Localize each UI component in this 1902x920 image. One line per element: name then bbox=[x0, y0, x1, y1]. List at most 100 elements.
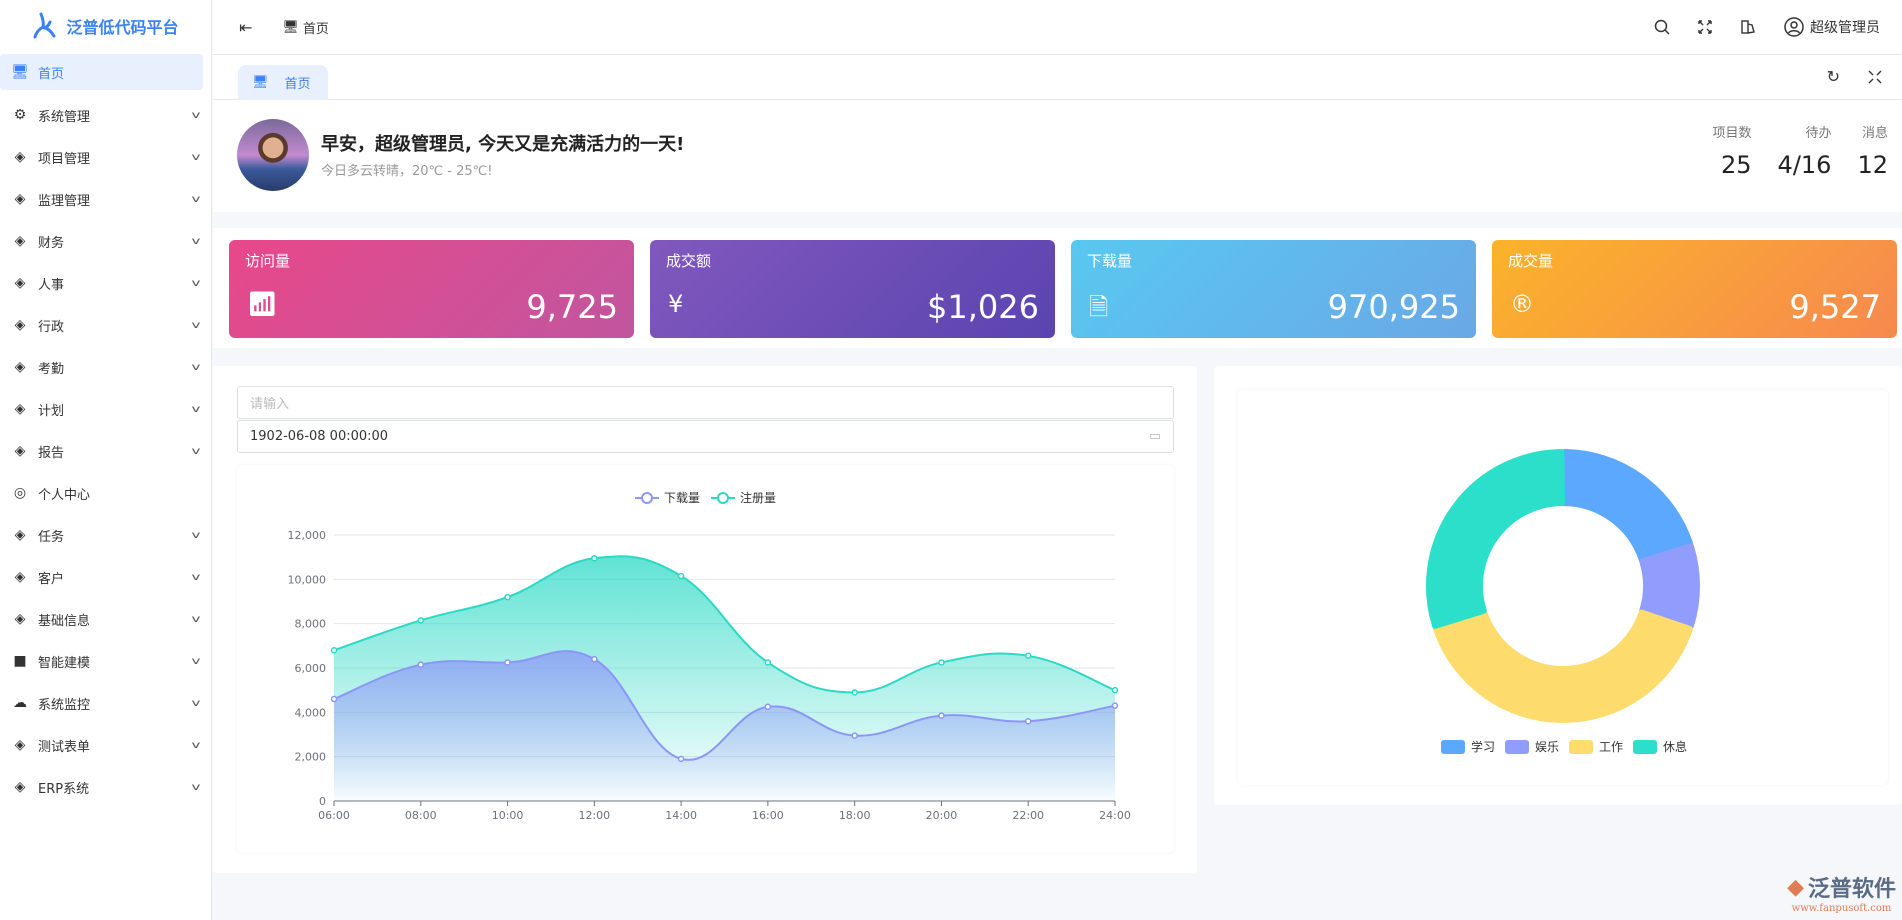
sidebar-item[interactable]: ◈ 考勤 v bbox=[0, 346, 211, 388]
donut-slice[interactable] bbox=[1639, 543, 1700, 629]
legend-marker[interactable] bbox=[717, 492, 729, 504]
app-logo[interactable]: 泛普低代码平台 bbox=[0, 0, 211, 52]
breadcrumb[interactable]: 🖥 首页 bbox=[282, 18, 329, 37]
theme-icon[interactable] bbox=[1740, 19, 1756, 35]
chevron-down-icon[interactable]: v bbox=[191, 697, 201, 709]
sidebar-item[interactable]: ◎ 个人中心 bbox=[0, 472, 211, 514]
data-point[interactable] bbox=[504, 593, 511, 601]
sidebar-item[interactable]: ⚙ 系统管理 v bbox=[0, 94, 211, 136]
data-point[interactable] bbox=[677, 755, 685, 763]
chevron-down-icon[interactable]: v bbox=[191, 655, 201, 667]
chevron-down-icon[interactable]: v bbox=[191, 445, 201, 457]
sidebar-item[interactable]: ◈ 报告 v bbox=[0, 430, 211, 472]
tab-home[interactable]: 🖥 首页 bbox=[238, 65, 328, 100]
legend-label[interactable]: 下载量 bbox=[664, 491, 700, 505]
card-revenue[interactable]: 成交额 ¥ $1,026 bbox=[650, 240, 1055, 338]
data-point[interactable] bbox=[330, 695, 338, 703]
sidebar-item-label: 考勤 bbox=[38, 361, 65, 377]
data-point[interactable] bbox=[1024, 717, 1032, 725]
card-title: 访问量 bbox=[245, 252, 291, 270]
bar-chart-icon: 📶︎ bbox=[247, 290, 278, 318]
sidebar-item[interactable]: ◈ 行政 v bbox=[0, 304, 211, 346]
chevron-down-icon[interactable]: v bbox=[191, 361, 201, 373]
data-point[interactable] bbox=[1111, 702, 1119, 709]
watermark-url: www.fanpusoft.com bbox=[1791, 903, 1892, 914]
stat-todo[interactable]: 待办 4/16 bbox=[1778, 122, 1832, 179]
legend-swatch[interactable] bbox=[1441, 740, 1465, 754]
sidebar-item[interactable]: ◈ 计划 v bbox=[0, 388, 211, 430]
donut-slice[interactable] bbox=[1426, 449, 1566, 629]
refresh-icon[interactable]: ↻ bbox=[1826, 67, 1840, 86]
data-point[interactable] bbox=[417, 617, 425, 624]
sidebar-item[interactable]: ◈ 人事 v bbox=[0, 262, 211, 304]
layers-icon: ◈ bbox=[14, 443, 26, 459]
sidebar-item[interactable]: ☁ 系统监控 v bbox=[0, 682, 211, 724]
chevron-down-icon[interactable]: v bbox=[191, 193, 201, 205]
search-icon[interactable] bbox=[1654, 19, 1670, 35]
chevron-down-icon[interactable]: v bbox=[191, 109, 201, 121]
card-downloads[interactable]: 下载量 🗎 970,925 bbox=[1071, 240, 1476, 338]
sidebar-item[interactable]: ◈ 监理管理 v bbox=[0, 178, 211, 220]
legend-label[interactable]: 工作 bbox=[1599, 740, 1623, 754]
search-input[interactable]: 请输入 bbox=[237, 386, 1174, 419]
data-point[interactable] bbox=[764, 703, 772, 711]
chevron-down-icon[interactable]: v bbox=[191, 277, 201, 289]
legend-swatch[interactable] bbox=[1569, 740, 1593, 754]
data-point[interactable] bbox=[330, 647, 338, 654]
data-point[interactable] bbox=[591, 655, 598, 663]
data-point[interactable] bbox=[504, 659, 511, 666]
stat-projects[interactable]: 项目数 25 bbox=[1713, 122, 1752, 179]
data-point[interactable] bbox=[764, 659, 772, 666]
data-point[interactable] bbox=[1111, 686, 1119, 694]
data-point[interactable] bbox=[677, 572, 685, 580]
chevron-down-icon[interactable]: v bbox=[191, 403, 201, 415]
datetime-picker[interactable]: 1902-06-08 00:00:00 ▭ bbox=[237, 420, 1174, 453]
data-point[interactable] bbox=[851, 732, 858, 739]
fullscreen-icon[interactable] bbox=[1698, 20, 1712, 34]
legend-swatch[interactable] bbox=[1505, 740, 1529, 754]
sidebar-item[interactable]: ◈ 基础信息 v bbox=[0, 598, 211, 640]
monitor-icon: 🖥 bbox=[252, 75, 269, 90]
sidebar-item[interactable]: ◈ 项目管理 v bbox=[0, 136, 211, 178]
chevron-down-icon[interactable]: v bbox=[191, 529, 201, 541]
legend-label[interactable]: 娱乐 bbox=[1535, 740, 1559, 754]
sidebar-item[interactable]: ◈ 任务 v bbox=[0, 514, 211, 556]
sidebar-item[interactable]: ◈ 测试表单 v bbox=[0, 724, 211, 766]
series-line bbox=[333, 555, 1116, 694]
card-deals[interactable]: 成交量 ® 9,527 bbox=[1492, 240, 1897, 338]
sidebar-item[interactable]: ◈ ERP系统 v bbox=[0, 766, 211, 808]
sidebar-item[interactable]: 🖥 首页 bbox=[0, 54, 203, 90]
chevron-down-icon[interactable]: v bbox=[191, 781, 201, 793]
chevron-down-icon[interactable]: v bbox=[191, 739, 201, 751]
donut-slice[interactable] bbox=[1560, 449, 1693, 563]
stat-messages[interactable]: 消息 12 bbox=[1857, 122, 1888, 179]
watermark-brand: 泛普软件 bbox=[1807, 877, 1896, 902]
legend-marker[interactable] bbox=[641, 492, 653, 504]
legend-label[interactable]: 学习 bbox=[1471, 739, 1495, 754]
card-visits[interactable]: 访问量 📶︎ 9,725 bbox=[229, 240, 634, 338]
legend-label[interactable]: 休息 bbox=[1663, 739, 1687, 754]
welcome-panel: 早安，超级管理员, 今天又是充满活力的一天! 今日多云转晴，20℃ - 25℃!… bbox=[213, 100, 1902, 212]
data-point[interactable] bbox=[851, 689, 858, 696]
data-point[interactable] bbox=[417, 661, 425, 668]
sidebar-item[interactable]: ■ 智能建模 v bbox=[0, 640, 211, 682]
data-point[interactable] bbox=[1024, 652, 1032, 660]
data-point[interactable] bbox=[938, 712, 945, 719]
legend-label[interactable]: 注册量 bbox=[740, 490, 776, 505]
chevron-down-icon[interactable]: v bbox=[191, 613, 201, 625]
chevron-down-icon[interactable]: v bbox=[191, 235, 201, 247]
user-menu[interactable]: 超级管理员 bbox=[1784, 17, 1880, 37]
weather-text: 今日多云转晴，20℃ - 25℃! bbox=[321, 164, 493, 179]
donut-slice[interactable] bbox=[1433, 609, 1693, 723]
legend-swatch[interactable] bbox=[1633, 740, 1657, 754]
sidebar-item[interactable]: ◈ 客户 v bbox=[0, 556, 211, 598]
data-point[interactable] bbox=[591, 555, 598, 562]
line-chart-card: 0 2,000 4,000 6,000 8,000 10,000 12,000 06:00 08… bbox=[237, 465, 1174, 853]
chevron-down-icon[interactable]: v bbox=[191, 571, 201, 583]
chevron-down-icon[interactable]: v bbox=[191, 151, 201, 163]
chevron-down-icon[interactable]: v bbox=[191, 319, 201, 331]
fullscreen-icon[interactable] bbox=[1868, 70, 1882, 84]
sidebar-item[interactable]: ◈ 财务 v bbox=[0, 220, 211, 262]
data-point[interactable] bbox=[938, 659, 945, 666]
collapse-menu-icon[interactable]: ⇤ bbox=[239, 17, 253, 37]
